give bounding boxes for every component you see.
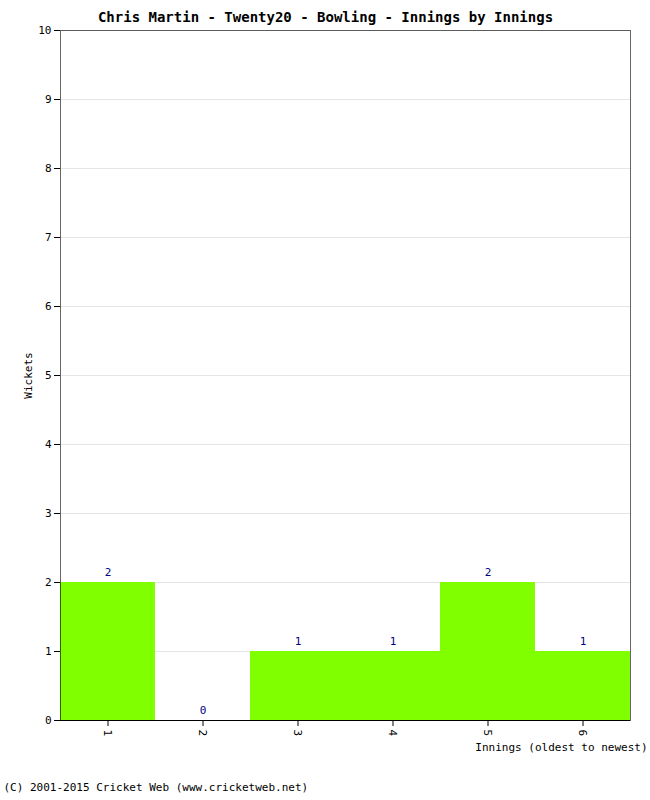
svg-text:5: 5 (481, 730, 494, 737)
svg-text:(C) 2001-2015 Cricket Web (www: (C) 2001-2015 Cricket Web (www.cricketwe… (4, 781, 309, 794)
svg-text:2: 2 (45, 576, 52, 589)
svg-text:1: 1 (390, 635, 397, 648)
svg-text:1: 1 (580, 635, 587, 648)
svg-text:7: 7 (45, 231, 52, 244)
svg-text:Chris Martin - Twenty20 - Bowl: Chris Martin - Twenty20 - Bowling - Inni… (98, 9, 553, 25)
svg-text:0: 0 (45, 714, 52, 727)
svg-text:0: 0 (200, 704, 207, 717)
svg-text:4: 4 (386, 730, 399, 737)
svg-text:9: 9 (45, 93, 52, 106)
svg-text:6: 6 (45, 300, 52, 313)
svg-text:6: 6 (576, 730, 589, 737)
svg-text:1: 1 (295, 635, 302, 648)
svg-text:Innings (oldest to newest): Innings (oldest to newest) (475, 741, 647, 754)
svg-text:3: 3 (45, 507, 52, 520)
svg-text:1: 1 (101, 730, 114, 737)
svg-text:8: 8 (45, 162, 52, 175)
svg-text:2: 2 (196, 730, 209, 737)
svg-text:2: 2 (105, 566, 112, 579)
svg-text:2: 2 (485, 566, 492, 579)
svg-text:Wickets: Wickets (22, 352, 35, 398)
svg-text:5: 5 (45, 369, 52, 382)
svg-text:1: 1 (45, 645, 52, 658)
svg-text:10: 10 (38, 24, 51, 37)
svg-text:4: 4 (45, 438, 52, 451)
svg-text:3: 3 (291, 730, 304, 737)
